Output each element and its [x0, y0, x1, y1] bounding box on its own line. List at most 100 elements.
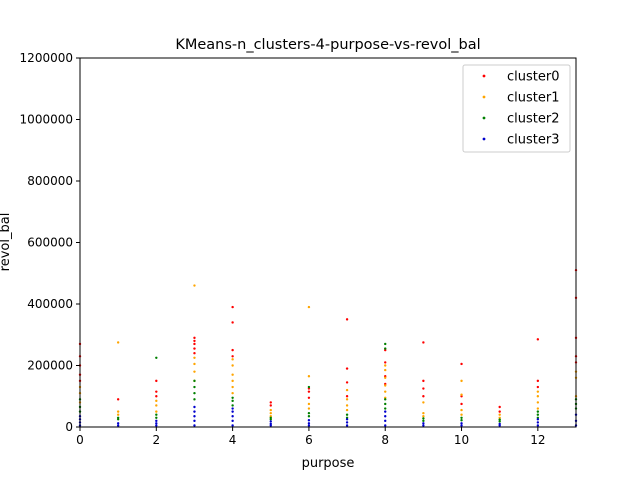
- data-point: [536, 385, 540, 389]
- data-point: [422, 415, 425, 418]
- data-point: [116, 416, 120, 419]
- data-point: [193, 347, 196, 350]
- data-point: [231, 410, 234, 413]
- data-point: [384, 419, 387, 423]
- x-axis-label: purpose: [302, 456, 355, 471]
- data-point: [307, 402, 311, 406]
- data-point: [345, 421, 349, 424]
- data-point: [116, 410, 120, 413]
- data-point: [422, 387, 425, 390]
- data-point: [231, 385, 234, 389]
- data-point: [231, 399, 234, 403]
- data-point: [193, 419, 196, 423]
- data-point: [231, 364, 234, 367]
- data-point: [193, 398, 196, 401]
- data-point: [231, 355, 234, 358]
- data-point: [193, 284, 196, 287]
- data-point: [460, 413, 463, 416]
- legend-marker: [482, 74, 486, 78]
- data-point: [307, 396, 311, 399]
- legend-marker: [482, 137, 486, 141]
- data-point: [384, 402, 387, 406]
- data-point: [116, 398, 120, 401]
- data-point: [422, 379, 425, 383]
- data-point: [498, 413, 501, 416]
- data-point: [422, 401, 425, 404]
- data-point: [193, 391, 196, 395]
- data-point: [384, 410, 387, 413]
- data-point: [193, 362, 196, 366]
- x-tick-label: 10: [454, 433, 469, 447]
- data-point: [422, 424, 425, 427]
- data-point: [155, 413, 158, 416]
- x-tick-label: 6: [305, 433, 313, 447]
- y-axis-label: revol_bal: [0, 213, 13, 272]
- data-point: [155, 416, 158, 419]
- data-point: [269, 401, 272, 404]
- data-point: [460, 402, 463, 406]
- data-point: [345, 418, 349, 421]
- data-point: [231, 321, 234, 324]
- data-point: [231, 404, 234, 407]
- data-point: [307, 305, 311, 309]
- legend-item: cluster0: [482, 70, 559, 85]
- data-point: [536, 410, 540, 413]
- data-point: [422, 417, 425, 420]
- data-point: [536, 421, 540, 424]
- legend: cluster0 cluster1 cluster2 cluster3: [462, 64, 571, 153]
- data-point: [231, 348, 234, 352]
- data-point: [384, 390, 387, 393]
- data-point: [193, 410, 196, 413]
- legend-item: cluster2: [482, 112, 559, 127]
- data-point: [269, 422, 272, 426]
- data-point: [307, 415, 311, 418]
- series-cluster0: [78, 268, 578, 413]
- data-point: [231, 305, 234, 309]
- data-point: [345, 398, 349, 401]
- data-point: [231, 379, 234, 383]
- data-point: [116, 413, 120, 416]
- legend-marker: [482, 116, 486, 120]
- data-point: [536, 401, 540, 404]
- data-point: [231, 419, 234, 423]
- data-point: [460, 416, 463, 419]
- data-point: [384, 347, 387, 350]
- data-point: [384, 361, 387, 364]
- data-point: [307, 411, 311, 415]
- data-point: [193, 339, 196, 343]
- data-point: [269, 420, 272, 423]
- data-point: [498, 418, 501, 421]
- data-point: [155, 390, 158, 393]
- data-point: [307, 390, 311, 393]
- data-point: [460, 424, 463, 427]
- data-point: [498, 410, 501, 413]
- data-point: [307, 419, 311, 422]
- data-point: [536, 395, 540, 398]
- data-point: [269, 416, 272, 419]
- data-point: [345, 404, 349, 407]
- data-point: [345, 367, 349, 370]
- x-tick-label: 8: [381, 433, 389, 447]
- data-point: [231, 396, 234, 399]
- legend-items: cluster0 cluster1 cluster2 cluster3: [482, 70, 559, 148]
- data-point: [384, 342, 387, 346]
- y-tick-label: 1000000: [20, 113, 73, 127]
- data-point: [193, 415, 196, 418]
- data-point: [116, 422, 120, 425]
- chart-title: KMeans-n_clusters-4-purpose-vs-revol_bal: [175, 37, 480, 53]
- data-point: [155, 404, 158, 407]
- data-point: [345, 388, 349, 392]
- data-point: [536, 424, 540, 427]
- data-point: [384, 415, 387, 418]
- data-point: [384, 407, 387, 410]
- data-point: [384, 398, 387, 401]
- data-point: [269, 404, 272, 407]
- data-point: [460, 419, 463, 422]
- y-tick-label: 200000: [27, 359, 73, 373]
- data-point: [307, 422, 311, 425]
- legend-label: cluster0: [507, 70, 559, 85]
- data-point: [536, 407, 540, 410]
- data-point: [193, 405, 196, 409]
- data-point: [307, 375, 311, 378]
